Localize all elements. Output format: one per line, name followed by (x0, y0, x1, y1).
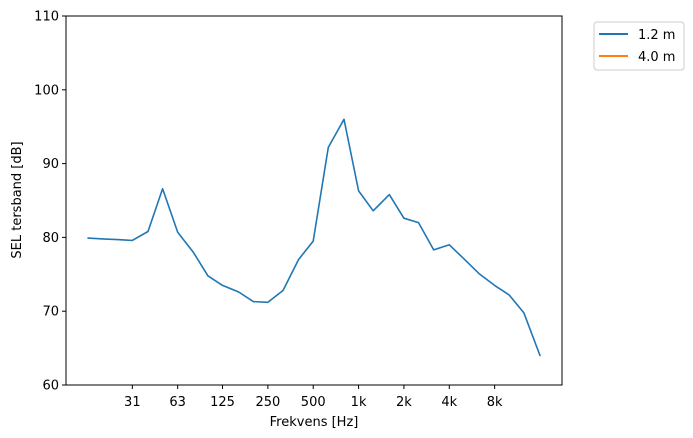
x-tick-label: 500 (301, 395, 326, 410)
x-tick-label: 31 (124, 395, 141, 410)
x-axis: 31 63 125 250 500 1k 2k 4k 8k (124, 385, 503, 410)
x-tick-label: 250 (255, 395, 280, 410)
legend: 1.2 m 4.0 m (593, 21, 685, 71)
x-tick-label: 8k (487, 395, 503, 410)
x-tick-label: 125 (210, 395, 235, 410)
x-tick-label: 2k (396, 395, 412, 410)
y-tick-label: 110 (34, 10, 59, 25)
x-tick-label: 1k (351, 395, 367, 410)
y-axis: 60 70 80 90 100 110 (34, 10, 66, 394)
series-line-0 (87, 118, 541, 357)
legend-label-1-2m: 1.2 m (638, 28, 675, 43)
y-tick-label: 100 (34, 83, 59, 98)
y-tick-label: 60 (42, 379, 59, 394)
y-tick-label: 70 (42, 305, 59, 320)
x-tick-label: 63 (169, 395, 186, 410)
y-axis-label: SEL tersband [dB] (10, 141, 25, 258)
plot-frame (65, 15, 563, 386)
x-tick-label: 4k (441, 395, 457, 410)
y-tick-label: 80 (42, 231, 59, 246)
plot-layer (87, 118, 541, 357)
legend-label-4-0m: 4.0 m (638, 50, 675, 65)
x-axis-label: Frekvens [Hz] (270, 415, 359, 430)
y-tick-label: 90 (42, 157, 59, 172)
